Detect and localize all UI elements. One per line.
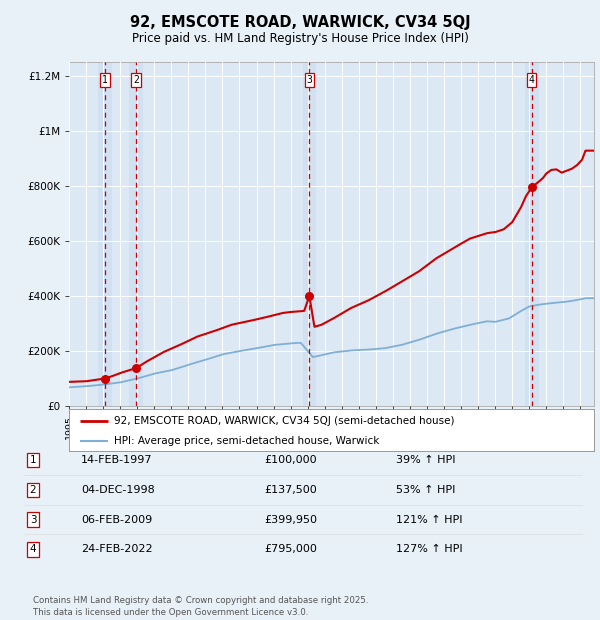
Text: 39% ↑ HPI: 39% ↑ HPI — [396, 455, 455, 465]
Text: 2: 2 — [29, 485, 37, 495]
Text: 4: 4 — [529, 75, 535, 85]
Text: 14-FEB-1997: 14-FEB-1997 — [81, 455, 152, 465]
Text: £137,500: £137,500 — [264, 485, 317, 495]
Text: 04-DEC-1998: 04-DEC-1998 — [81, 485, 155, 495]
Text: 4: 4 — [29, 544, 37, 554]
Text: 1: 1 — [29, 455, 37, 465]
Bar — [302, 62, 316, 406]
Text: 121% ↑ HPI: 121% ↑ HPI — [396, 515, 463, 525]
Text: 92, EMSCOTE ROAD, WARWICK, CV34 5QJ: 92, EMSCOTE ROAD, WARWICK, CV34 5QJ — [130, 16, 470, 30]
Bar — [129, 62, 143, 406]
Text: 92, EMSCOTE ROAD, WARWICK, CV34 5QJ (semi-detached house): 92, EMSCOTE ROAD, WARWICK, CV34 5QJ (sem… — [113, 416, 454, 426]
Text: 2: 2 — [133, 75, 139, 85]
Text: 06-FEB-2009: 06-FEB-2009 — [81, 515, 152, 525]
Text: £100,000: £100,000 — [264, 455, 317, 465]
Text: HPI: Average price, semi-detached house, Warwick: HPI: Average price, semi-detached house,… — [113, 436, 379, 446]
Text: £399,950: £399,950 — [264, 515, 317, 525]
Text: 24-FEB-2022: 24-FEB-2022 — [81, 544, 152, 554]
Text: 3: 3 — [307, 75, 312, 85]
Bar — [525, 62, 539, 406]
Text: 127% ↑ HPI: 127% ↑ HPI — [396, 544, 463, 554]
Text: 53% ↑ HPI: 53% ↑ HPI — [396, 485, 455, 495]
Text: Price paid vs. HM Land Registry's House Price Index (HPI): Price paid vs. HM Land Registry's House … — [131, 32, 469, 45]
Text: 1: 1 — [102, 75, 108, 85]
Text: £795,000: £795,000 — [264, 544, 317, 554]
Text: 3: 3 — [29, 515, 37, 525]
Bar — [98, 62, 112, 406]
Text: Contains HM Land Registry data © Crown copyright and database right 2025.
This d: Contains HM Land Registry data © Crown c… — [33, 596, 368, 617]
